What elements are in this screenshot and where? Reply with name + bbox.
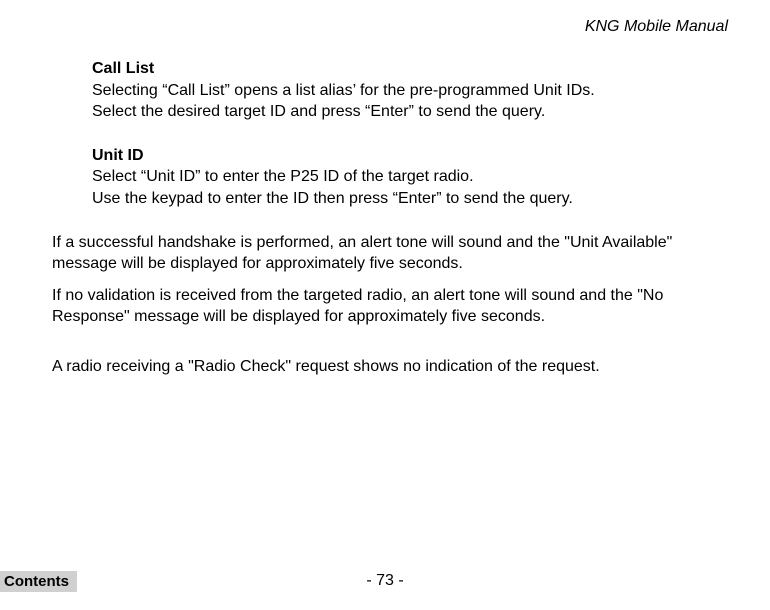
- call-list-text-1: Selecting “Call List” opens a list alias…: [92, 80, 728, 102]
- unit-id-text-1: Select “Unit ID” to enter the P25 ID of …: [92, 166, 728, 188]
- paragraph-radio-check: A radio receiving a "Radio Check" reques…: [52, 356, 728, 378]
- paragraph-no-validation: If no validation is received from the ta…: [52, 285, 728, 328]
- call-list-title: Call List: [92, 58, 728, 80]
- call-list-text-2: Select the desired target ID and press “…: [92, 101, 728, 123]
- unit-id-title: Unit ID: [92, 145, 728, 167]
- unit-id-section: Unit ID Select “Unit ID” to enter the P2…: [92, 145, 728, 210]
- page-content: Call List Selecting “Call List” opens a …: [52, 58, 728, 388]
- page-header-title: KNG Mobile Manual: [585, 18, 728, 36]
- call-list-section: Call List Selecting “Call List” opens a …: [92, 58, 728, 123]
- unit-id-text-2: Use the keypad to enter the ID then pres…: [92, 188, 728, 210]
- paragraph-handshake: If a successful handshake is performed, …: [52, 232, 728, 275]
- page-number: - 73 -: [0, 572, 770, 590]
- contents-button[interactable]: Contents: [0, 571, 77, 592]
